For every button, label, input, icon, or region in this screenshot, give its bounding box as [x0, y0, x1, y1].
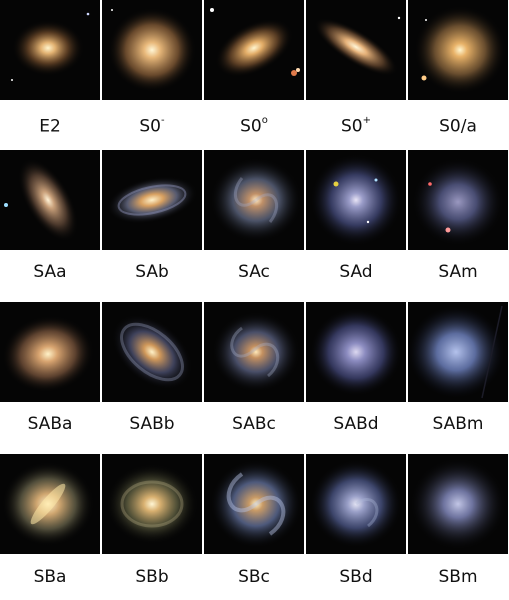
galaxy-image-sbb — [102, 454, 202, 554]
label-s0-minus: S0- — [139, 115, 165, 137]
galaxy-image-s0-plus — [306, 0, 406, 100]
galaxy-image-saa — [0, 150, 100, 250]
galaxy-image-s0-minus — [102, 0, 202, 100]
label-sabd: SABd — [333, 414, 379, 434]
label-sabc: SABc — [232, 414, 276, 434]
galaxy-image-sabc — [204, 302, 304, 402]
galaxy-image-s0-a — [408, 0, 508, 100]
label-s0-plus: S0+ — [341, 115, 371, 137]
label-s0-a: S0/a — [439, 116, 477, 137]
label-saba: SABa — [27, 414, 73, 434]
label-sba: SBa — [33, 567, 67, 587]
galaxy-image-sam — [408, 150, 508, 250]
label-sbb: SBb — [135, 567, 169, 587]
label-sbm: SBm — [438, 567, 478, 587]
galaxy-image-sab — [102, 150, 202, 250]
galaxy-image-saba — [0, 302, 100, 402]
galaxy-image-e2 — [0, 0, 100, 100]
label-sabm: SABm — [432, 414, 484, 434]
galaxy-image-sabd — [306, 302, 406, 402]
label-e2: E2 — [39, 116, 61, 137]
galaxy-image-sbm — [408, 454, 508, 554]
label-sam: SAm — [438, 262, 478, 282]
label-sac: SAc — [238, 262, 270, 282]
galaxy-image-sba — [0, 454, 100, 554]
galaxy-image-sabm — [408, 302, 508, 402]
galaxy-image-sad — [306, 150, 406, 250]
label-sabb: SABb — [129, 414, 175, 434]
galaxy-image-sabb — [102, 302, 202, 402]
galaxy-image-sbd — [306, 454, 406, 554]
label-sbd: SBd — [339, 567, 373, 587]
label-s0-o: S0o — [240, 115, 268, 137]
galaxy-image-sbc — [204, 454, 304, 554]
label-sbc: SBc — [238, 567, 270, 587]
label-sab: SAb — [135, 262, 169, 282]
galaxy-image-s0-o — [204, 0, 304, 100]
label-saa: SAa — [33, 262, 67, 282]
label-sad: SAd — [339, 262, 373, 282]
galaxy-image-sac — [204, 150, 304, 250]
